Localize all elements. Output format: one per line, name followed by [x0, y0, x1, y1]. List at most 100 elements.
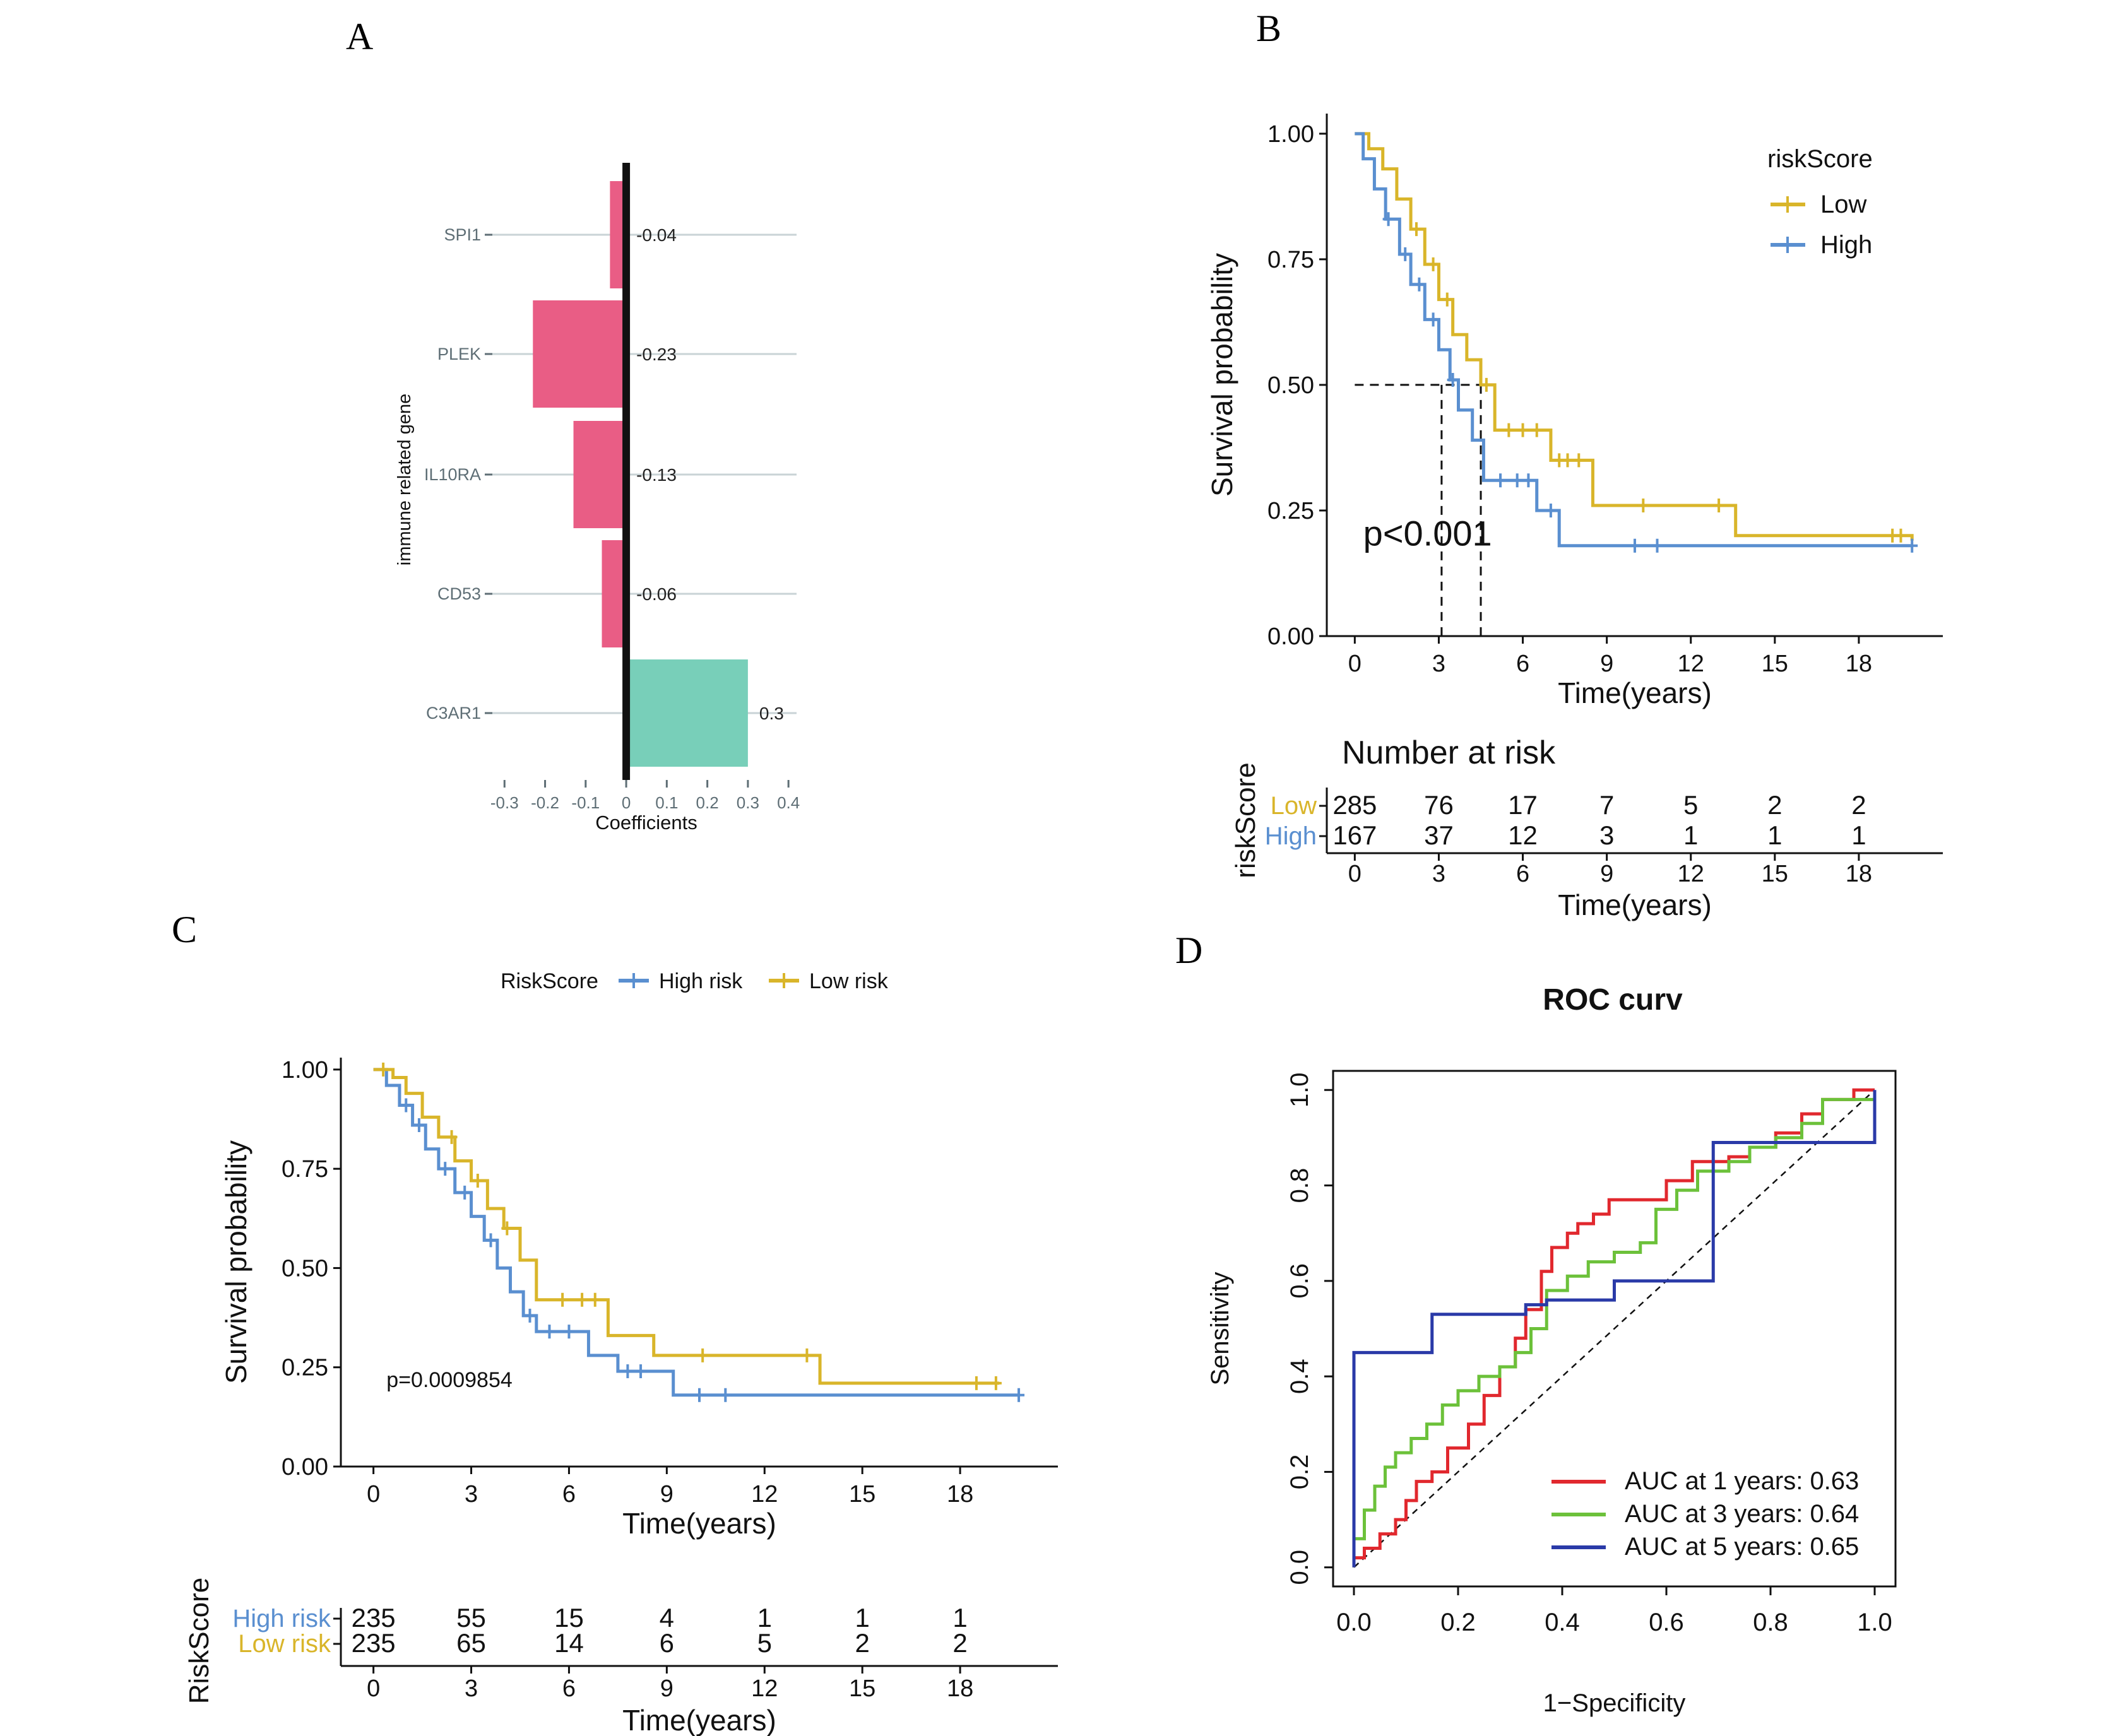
legend-title: riskScore — [1767, 145, 1873, 173]
censor-mark — [1522, 473, 1534, 488]
category-label: CD53 — [437, 584, 481, 603]
x-tick-label: 0 — [622, 793, 631, 812]
y-tick-label: 1.0 — [1286, 1072, 1314, 1107]
legend-label: AUC at 3 years: 0.64 — [1625, 1500, 1859, 1528]
censor-mark — [543, 1325, 555, 1339]
panel-label-d: D — [1175, 930, 1202, 971]
value-label: -0.06 — [636, 584, 677, 604]
chart-title: ROC curv — [1543, 983, 1683, 1017]
censor-mark — [1441, 292, 1453, 307]
risk-count: 17 — [1508, 790, 1538, 820]
risk-count: 5 — [757, 1628, 772, 1658]
censor-mark — [1427, 257, 1439, 271]
x-axis-label: Time(years) — [1558, 676, 1712, 709]
x-tick-label: 9 — [1600, 651, 1613, 677]
x-tick-label: 3 — [465, 1481, 478, 1508]
zero-axis — [622, 163, 631, 780]
censor-mark — [1382, 212, 1394, 227]
y-axis-label: Survival probability — [220, 1140, 252, 1384]
p-value: p=0.0009854 — [386, 1368, 512, 1392]
censor-mark — [1427, 312, 1439, 327]
risk-x-tick-label: 15 — [1762, 861, 1788, 887]
censor-mark — [1895, 528, 1907, 543]
censor-mark — [1511, 473, 1523, 488]
y-tick-label: 1.00 — [1267, 121, 1314, 148]
x-tick-label: 0.1 — [655, 793, 678, 812]
risk-count: 167 — [1332, 820, 1377, 850]
risk-count: 1 — [1683, 820, 1698, 850]
censor-mark — [1562, 453, 1574, 468]
y-tick-label: 0.25 — [1267, 498, 1314, 524]
x-axis-label: 1−Specificity — [1543, 1689, 1686, 1717]
y-tick-label: 0.75 — [1267, 247, 1314, 273]
roc-curve — [1352, 1090, 1877, 1568]
y-tick-label: 0.4 — [1286, 1359, 1314, 1394]
value-label: -0.04 — [636, 225, 677, 245]
x-tick-label: 0.6 — [1649, 1609, 1684, 1636]
risk-table-label: riskScore — [1230, 762, 1261, 878]
roc-curve — [1352, 1097, 1875, 1568]
risk-count: 5 — [1683, 790, 1698, 820]
censor-mark — [1637, 499, 1649, 512]
x-tick-label: 0.4 — [777, 793, 800, 812]
censor-mark — [697, 1348, 709, 1362]
censor-mark — [524, 1308, 536, 1323]
risk-count: 12 — [1508, 820, 1538, 850]
risk-row-label: High risk — [232, 1605, 331, 1633]
censor-mark — [1573, 453, 1585, 468]
category-label: PLEK — [437, 345, 481, 363]
km-curve — [1355, 132, 1913, 548]
risk-count: 1 — [1767, 820, 1782, 850]
y-tick-label: 0.50 — [1267, 372, 1314, 399]
censor-mark — [1629, 538, 1640, 553]
y-tick-label: 0.0 — [1286, 1550, 1314, 1585]
censor-mark — [501, 1221, 513, 1236]
coef-bar — [602, 540, 627, 647]
censor-mark — [1531, 423, 1543, 437]
legend-label: AUC at 5 years: 0.65 — [1625, 1533, 1859, 1561]
censor-mark — [1447, 372, 1459, 387]
risk-count: 1 — [952, 1603, 967, 1633]
plot-frame — [1332, 1070, 1897, 1588]
risk-count: 2 — [952, 1628, 967, 1658]
x-tick-label: 18 — [947, 1481, 973, 1508]
p-value: p<0.001 — [1363, 514, 1492, 553]
y-tick-label: 0.2 — [1286, 1455, 1314, 1490]
censor-mark — [439, 1162, 451, 1176]
censor-mark — [1399, 247, 1411, 261]
censor-mark — [459, 1185, 471, 1200]
censor-mark — [990, 1376, 1002, 1390]
censor-mark — [563, 1325, 575, 1339]
censor-mark — [485, 1233, 497, 1248]
risk-x-tick-label: 0 — [367, 1675, 380, 1702]
km-curve — [373, 1068, 1019, 1397]
category-label: SPI1 — [444, 225, 481, 244]
censor-mark — [720, 1388, 732, 1402]
risk-count: 235 — [352, 1603, 396, 1633]
risk-count: 6 — [660, 1628, 674, 1658]
y-axis-label: immune related gene — [395, 394, 415, 565]
censor-mark — [589, 1292, 601, 1307]
diagonal-reference — [1353, 1089, 1875, 1568]
censor-mark — [1413, 277, 1425, 292]
censor-mark — [576, 1292, 588, 1307]
risk-count: 76 — [1424, 790, 1454, 820]
risk-count: 65 — [456, 1628, 486, 1658]
censor-mark — [1517, 423, 1529, 437]
risk-count: 55 — [456, 1603, 486, 1633]
coef-bar — [626, 659, 748, 767]
censor-mark — [970, 1376, 982, 1390]
risk-count: 37 — [1424, 820, 1454, 850]
value-label: -0.23 — [636, 345, 677, 364]
risk-x-tick-label: 12 — [1678, 861, 1704, 887]
x-axis-label: Coefficients — [595, 812, 697, 834]
x-tick-label: 0.2 — [696, 793, 719, 812]
censor-mark — [1410, 222, 1422, 237]
legend-label: AUC at 1 years: 0.63 — [1625, 1467, 1859, 1495]
x-tick-label: 0.2 — [1440, 1609, 1476, 1636]
censor-mark — [472, 1174, 484, 1188]
censor-mark — [1480, 377, 1492, 392]
risk-count: 1 — [1851, 820, 1866, 850]
x-tick-label: 0 — [1348, 651, 1362, 677]
